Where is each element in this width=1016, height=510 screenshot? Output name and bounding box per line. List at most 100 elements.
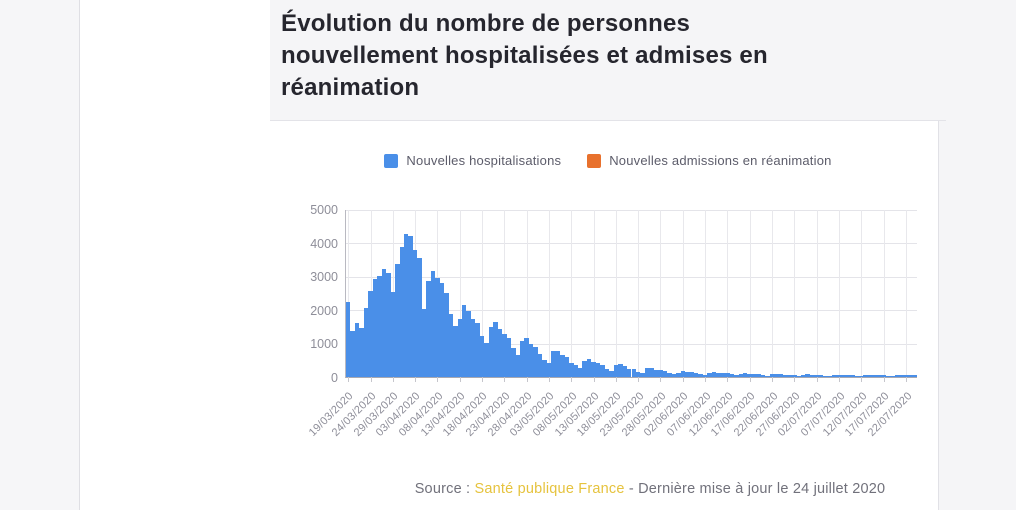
bar[interactable]	[827, 376, 833, 377]
bar[interactable]	[573, 365, 578, 377]
legend-item-hospitalisations[interactable]: Nouvelles hospitalisations	[384, 153, 561, 168]
bar[interactable]	[600, 364, 605, 377]
bar[interactable]	[671, 374, 677, 377]
bar[interactable]	[479, 335, 485, 377]
bar[interactable]	[680, 371, 686, 377]
bar[interactable]	[783, 374, 788, 377]
bar[interactable]	[439, 283, 445, 377]
bar[interactable]	[787, 374, 793, 377]
bar[interactable]	[569, 362, 574, 377]
bar[interactable]	[515, 355, 520, 377]
bar[interactable]	[743, 373, 748, 377]
bar[interactable]	[560, 354, 565, 377]
bar[interactable]	[751, 374, 757, 377]
bar[interactable]	[769, 374, 775, 377]
bar[interactable]	[555, 351, 561, 377]
bar[interactable]	[551, 350, 556, 377]
bar[interactable]	[836, 374, 842, 377]
bar[interactable]	[457, 319, 462, 377]
bar[interactable]	[698, 374, 703, 377]
bar[interactable]	[444, 292, 449, 377]
bar[interactable]	[542, 359, 547, 377]
bar[interactable]	[426, 281, 431, 377]
bar[interactable]	[756, 374, 761, 377]
bar[interactable]	[809, 374, 815, 377]
bar[interactable]	[903, 375, 909, 377]
bar[interactable]	[734, 375, 739, 377]
bar[interactable]	[859, 376, 864, 377]
bar[interactable]	[841, 375, 846, 377]
bar[interactable]	[792, 375, 797, 377]
bar[interactable]	[368, 291, 373, 377]
bar[interactable]	[604, 368, 610, 377]
bar[interactable]	[640, 373, 645, 377]
bar[interactable]	[533, 347, 538, 377]
bar[interactable]	[845, 375, 851, 377]
bar[interactable]	[591, 362, 596, 377]
bar[interactable]	[894, 375, 900, 377]
bar[interactable]	[667, 372, 672, 377]
bar[interactable]	[435, 278, 440, 377]
bar[interactable]	[676, 373, 681, 377]
bar[interactable]	[631, 368, 636, 377]
bar[interactable]	[381, 268, 387, 377]
bar[interactable]	[760, 375, 766, 377]
bar[interactable]	[412, 249, 418, 377]
bar[interactable]	[497, 329, 503, 377]
bar[interactable]	[805, 374, 810, 377]
bar[interactable]	[359, 328, 364, 377]
bar[interactable]	[689, 372, 694, 377]
bar[interactable]	[350, 330, 355, 377]
bar[interactable]	[519, 341, 525, 377]
bar[interactable]	[470, 318, 476, 377]
bar[interactable]	[430, 271, 436, 377]
bar[interactable]	[502, 333, 507, 377]
bar[interactable]	[403, 234, 409, 377]
bar[interactable]	[899, 374, 904, 377]
bar[interactable]	[738, 373, 744, 377]
bar[interactable]	[649, 367, 654, 377]
bar[interactable]	[867, 375, 873, 377]
bar[interactable]	[511, 347, 516, 377]
bar[interactable]	[488, 327, 494, 377]
bar[interactable]	[372, 279, 378, 377]
bar[interactable]	[707, 372, 712, 377]
bar[interactable]	[854, 375, 859, 377]
bar[interactable]	[408, 236, 413, 377]
bar[interactable]	[774, 374, 779, 377]
bar[interactable]	[685, 371, 690, 377]
bar[interactable]	[832, 375, 837, 377]
bar[interactable]	[711, 372, 717, 377]
bar[interactable]	[395, 264, 400, 377]
bar[interactable]	[653, 370, 659, 377]
bar[interactable]	[765, 376, 770, 377]
bar[interactable]	[448, 313, 454, 377]
bar[interactable]	[881, 375, 886, 377]
bar[interactable]	[582, 361, 587, 377]
bar[interactable]	[778, 374, 784, 377]
bar[interactable]	[693, 372, 699, 377]
bar[interactable]	[363, 308, 369, 377]
bar[interactable]	[908, 375, 913, 377]
bar[interactable]	[818, 375, 824, 377]
bar[interactable]	[890, 376, 895, 377]
bar[interactable]	[421, 308, 427, 377]
bar[interactable]	[622, 366, 628, 377]
bar[interactable]	[609, 371, 614, 377]
bar[interactable]	[796, 376, 801, 377]
bar[interactable]	[586, 358, 592, 377]
bar[interactable]	[475, 323, 480, 377]
bar[interactable]	[885, 375, 891, 377]
bar[interactable]	[564, 356, 570, 377]
bar[interactable]	[863, 375, 868, 377]
bar[interactable]	[627, 368, 632, 377]
bar[interactable]	[524, 338, 529, 377]
bar[interactable]	[346, 301, 351, 377]
bar[interactable]	[528, 344, 534, 377]
bar[interactable]	[618, 364, 623, 377]
bar[interactable]	[546, 362, 552, 377]
bar[interactable]	[453, 325, 458, 377]
source-link[interactable]: Santé publique France	[474, 481, 625, 497]
bar[interactable]	[493, 321, 498, 377]
bar[interactable]	[725, 373, 730, 377]
